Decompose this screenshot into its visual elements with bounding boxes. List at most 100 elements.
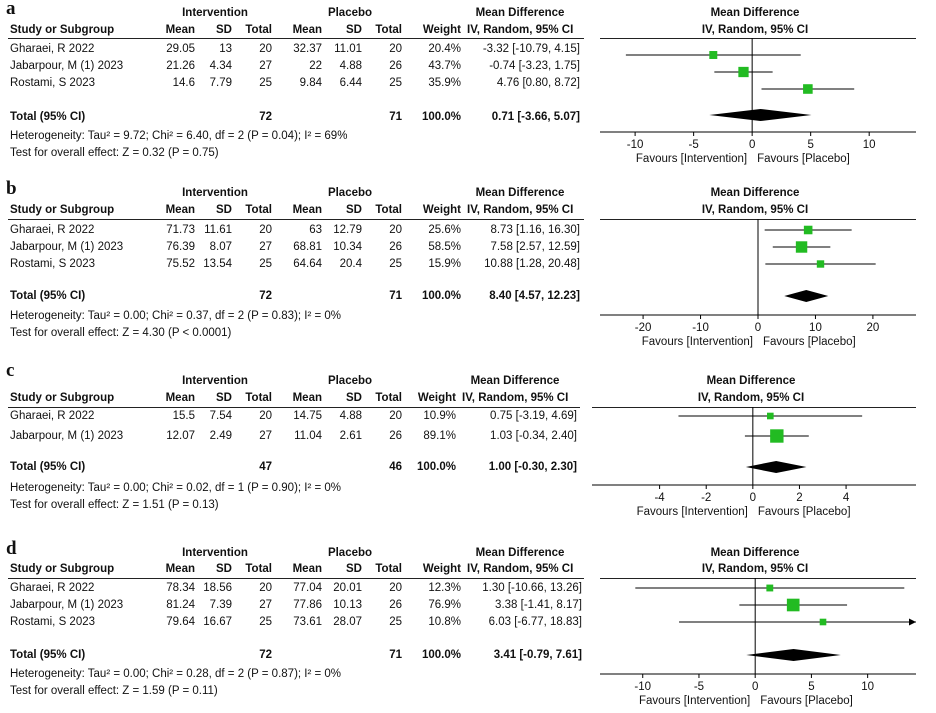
x-tick-label: 0 [755, 322, 761, 334]
x-tick-label: 20 [867, 322, 880, 334]
p-total: 26 [389, 241, 402, 253]
weight: 10.9% [423, 410, 456, 422]
p-total-header: Total [375, 392, 402, 404]
intervention-header: Intervention [182, 547, 248, 559]
header-rule [8, 407, 580, 408]
p-mean-header: Mean [292, 563, 322, 575]
study-name: Rostami, S 2023 [10, 258, 96, 270]
md-header: Mean Difference [475, 7, 565, 19]
total-label: Total (95% CI) [10, 111, 86, 123]
i-sd-header: SD [216, 392, 232, 404]
weight: 100.0% [421, 290, 461, 302]
forest-plot: -4 -2 0 2 4 Favours [Intervention] Favours [Pl… [592, 407, 916, 518]
md-plot-header: Mean Difference [710, 547, 800, 559]
i-mean: 81.24 [166, 599, 195, 611]
i-sd: 8.07 [209, 241, 232, 253]
i-mean: 71.73 [166, 224, 195, 236]
x-tick-label: 10 [863, 139, 876, 151]
ci-text: 0.71 [-3.66, 5.07] [491, 111, 580, 123]
study-name: Gharaei, R 2022 [10, 410, 95, 422]
p-sd: 11.01 [334, 43, 362, 55]
pooled-diamond [746, 649, 841, 661]
study-marker [819, 618, 827, 626]
i-mean: 76.39 [166, 241, 195, 253]
p-sd-header: SD [346, 24, 362, 36]
md-plot-header: Mean Difference [706, 375, 796, 387]
weight: 10.8% [428, 616, 461, 628]
study-marker [795, 241, 808, 253]
study-name: Jabarpour, M (1) 2023 [10, 599, 124, 611]
md-header: Mean Difference [470, 375, 560, 387]
pooled-diamond [784, 290, 829, 302]
weight: 15.9% [428, 258, 461, 270]
favours-right-label: Favours [Placebo] [760, 695, 853, 707]
i-sd: 16.67 [203, 616, 232, 628]
table-row: Jabarpour, M (1) 2023 21.26 4.34 27 22 4… [0, 59, 590, 75]
i-total-header: Total [245, 24, 272, 36]
i-total: 27 [259, 241, 272, 253]
i-total: 25 [259, 258, 272, 270]
p-total: 25 [389, 616, 402, 628]
p-sd: 10.34 [333, 241, 362, 253]
i-mean: 14.6 [172, 77, 195, 89]
total-row: Total (95% CI) 72 71 100.0% 3.41 [-0.79,… [0, 648, 590, 664]
weight: 12.3% [428, 582, 461, 594]
intervention-header: Intervention [182, 187, 248, 199]
i-sd-header: SD [216, 563, 232, 575]
p-total: 20 [389, 224, 402, 236]
i-sd: 13 [219, 43, 232, 55]
i-sd: 11.61 [204, 224, 232, 236]
md-sub-header: IV, Random, 95% CI [467, 204, 574, 216]
weight: 20.4% [428, 43, 461, 55]
i-sd: 4.34 [209, 60, 232, 72]
p-total: 71 [389, 290, 402, 302]
overall-effect-text: Test for overall effect: Z = 4.30 (P < 0… [10, 327, 232, 339]
p-sd: 4.88 [339, 60, 362, 72]
x-tick-label: -5 [689, 139, 699, 151]
p-sd: 4.88 [339, 410, 362, 422]
i-total: 72 [259, 290, 272, 302]
study-name: Gharaei, R 2022 [10, 43, 95, 55]
table-row: Jabarpour, M (1) 2023 12.07 2.49 27 11.0… [0, 429, 590, 445]
placebo-header: Placebo [327, 7, 373, 19]
table-row: Rostami, S 2023 79.64 16.67 25 73.61 28.… [0, 615, 590, 631]
table-row: Rostami, S 2023 14.6 7.79 25 9.84 6.44 2… [0, 76, 590, 92]
p-mean: 68.81 [293, 241, 322, 253]
pooled-diamond [709, 109, 812, 121]
table-row: Jabarpour, M (1) 2023 81.24 7.39 27 77.8… [0, 598, 590, 614]
md-plot-sub-header: IV, Random, 95% CI [697, 392, 805, 404]
overall-effect-text: Test for overall effect: Z = 0.32 (P = 0… [10, 147, 219, 159]
weight-header: Weight [422, 563, 461, 575]
i-sd-header: SD [216, 204, 232, 216]
favours-left-label: Favours [Intervention] [636, 153, 747, 165]
md-sub-header: IV, Random, 95% CI [467, 563, 574, 575]
table-row: Gharaei, R 2022 71.73 11.61 20 63 12.79 … [0, 223, 590, 239]
x-tick-label: 2 [796, 492, 802, 504]
ci-text: -0.74 [-3.23, 1.75] [489, 60, 580, 72]
table-row: Rostami, S 2023 75.52 13.54 25 64.64 20.… [0, 257, 590, 273]
study-marker [803, 225, 813, 235]
p-total: 26 [389, 60, 402, 72]
x-tick-label: -5 [694, 681, 704, 693]
x-tick-label: -10 [634, 681, 651, 693]
study-marker [709, 51, 718, 59]
ci-text: 3.41 [-0.79, 7.61] [493, 649, 582, 661]
header-rule [8, 38, 584, 39]
i-total: 20 [259, 43, 272, 55]
i-mean: 15.5 [172, 410, 195, 422]
ci-text: 7.58 [2.57, 12.59] [490, 241, 580, 253]
placebo-header: Placebo [327, 375, 373, 387]
favours-right-label: Favours [Placebo] [757, 153, 850, 165]
p-total: 26 [389, 599, 402, 611]
md-plot-header: Mean Difference [710, 7, 800, 19]
i-mean: 12.07 [166, 430, 195, 442]
favours-left-label: Favours [Intervention] [639, 695, 750, 707]
p-total-header: Total [375, 24, 402, 36]
plot-header-rule [592, 407, 916, 408]
study-header: Study or Subgroup [10, 563, 115, 575]
p-sd: 20.01 [333, 582, 362, 594]
panel-letter: d [6, 538, 17, 559]
total-label: Total (95% CI) [10, 461, 86, 473]
weight-header: Weight [417, 392, 456, 404]
p-total-header: Total [375, 563, 402, 575]
